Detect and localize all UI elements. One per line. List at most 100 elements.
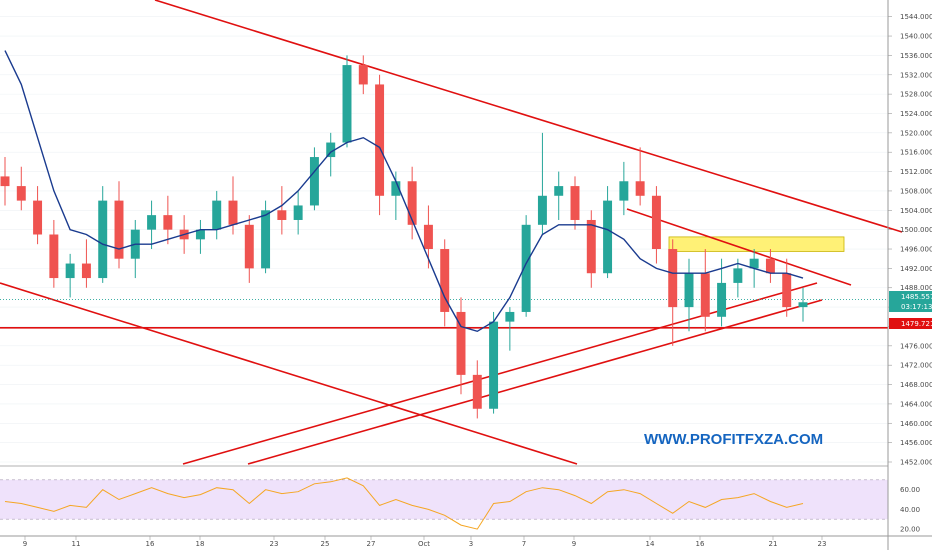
price-axis[interactable]: 1544.000 1540.000 1536.000 1532.000 1528.000… [888,13,932,467]
candle-body [765,258,775,274]
date-tick-label: 16 [696,540,705,548]
candle-body [326,142,336,158]
time-axis[interactable]: 9 11 16 18 23 25 27 Oct 3 7 9 14 16 21 23 [23,536,827,548]
date-tick-label: 16 [146,540,155,548]
price-tick-label: 1488.000 [900,284,932,292]
candle-body [228,200,238,225]
last-price-tag-box [889,291,932,312]
watermark-text: WWW.PROFITFXZA.COM [644,431,823,448]
price-tick-label: 1496.000 [900,246,932,254]
candle-body [651,195,661,250]
price-tick-label: 1520.000 [900,129,932,137]
candle-body [261,210,271,269]
candle-body [375,84,385,196]
rsi-tick-label: 60.00 [900,486,920,494]
candle-body [521,224,531,312]
rsi-pane [0,465,888,530]
candle-body [98,200,108,279]
candle-body [700,273,710,317]
price-tick-label: 1528.000 [900,91,932,99]
candle-body [0,176,10,187]
candle-body [749,258,759,269]
trendlines[interactable] [0,0,903,465]
candle-body [212,200,222,230]
candle-body [798,302,808,308]
candle-body [440,249,450,312]
resistance-zone [668,236,845,252]
candle-body [16,186,26,201]
price-tick-label: 1468.000 [900,381,932,389]
ascending-trendline-outer[interactable] [182,282,818,465]
candle-body [65,263,75,279]
date-tick-label: 9 [572,540,576,548]
candle-body [782,273,792,308]
candles [0,55,808,419]
date-tick-label: 27 [367,540,376,548]
rsi-band [0,479,888,520]
candle-body [489,321,499,409]
price-tick-label: 1460.000 [900,420,932,428]
candle-body [586,219,596,274]
candle-body [717,282,727,317]
candle-body [554,186,564,196]
date-tick-label: 3 [469,540,473,548]
candle-body [147,215,157,230]
level-price-tag-box [889,318,932,329]
candle-body [277,210,287,220]
candle-body [684,273,694,308]
date-tick-label: Oct [418,540,430,548]
date-tick-label: 23 [818,540,827,548]
last-price-value: 1485.557 [901,293,932,301]
price-tick-label: 1500.000 [900,226,932,234]
date-tick-label: 23 [270,540,279,548]
price-tick-label: 1504.000 [900,207,932,215]
candle-body [163,215,173,230]
price-tick-label: 1472.000 [900,362,932,370]
rsi-tick-label: 20.00 [900,526,920,534]
candle-body [49,234,59,279]
bar-countdown: 03:17:13 [901,303,932,311]
date-tick-label: 25 [321,540,330,548]
price-tick-label: 1524.000 [900,110,932,118]
candle-body [472,374,482,409]
candle-body [244,224,254,269]
date-tick-label: 14 [646,540,655,548]
candle-body [342,65,352,143]
price-tick-label: 1536.000 [900,52,932,60]
candle-body [635,181,645,196]
date-tick-label: 11 [72,540,81,548]
price-tick-label: 1512.000 [900,168,932,176]
last-price-tag: 1485.557 03:17:13 [889,291,932,312]
upper-descending-trendline[interactable] [154,0,903,233]
candle-body [309,157,319,206]
candle-body [195,229,205,240]
price-tick-label: 1492.000 [900,265,932,273]
triangle-upper-trendline[interactable] [626,208,852,286]
rsi-tick-label: 40.00 [900,506,920,514]
date-tick-label: 21 [769,540,778,548]
price-tick-label: 1532.000 [900,71,932,79]
rsi-axis[interactable]: 60.00 40.00 20.00 [900,486,920,533]
candle-body [603,200,613,274]
date-tick-label: 18 [196,540,205,548]
candle-body [668,249,678,308]
price-tick-label: 1452.000 [900,459,932,467]
candle-body [81,263,91,279]
date-tick-label: 7 [522,540,526,548]
candle-body [358,65,368,85]
candle-body [391,181,401,196]
rsi-line [4,477,804,530]
level-price-value: 1479.721 [901,320,932,328]
lower-descending-trendline[interactable] [0,282,578,465]
price-tick-label: 1540.000 [900,33,932,41]
date-tick-label: 9 [23,540,27,548]
candle-body [733,268,743,283]
price-tick-label: 1456.000 [900,439,932,447]
level-price-tag: 1479.721 [889,318,932,329]
candle-body [423,224,433,250]
candle-body [407,181,417,225]
candle-body [570,186,580,220]
candle-body [114,200,124,259]
price-tick-label: 1476.000 [900,342,932,350]
